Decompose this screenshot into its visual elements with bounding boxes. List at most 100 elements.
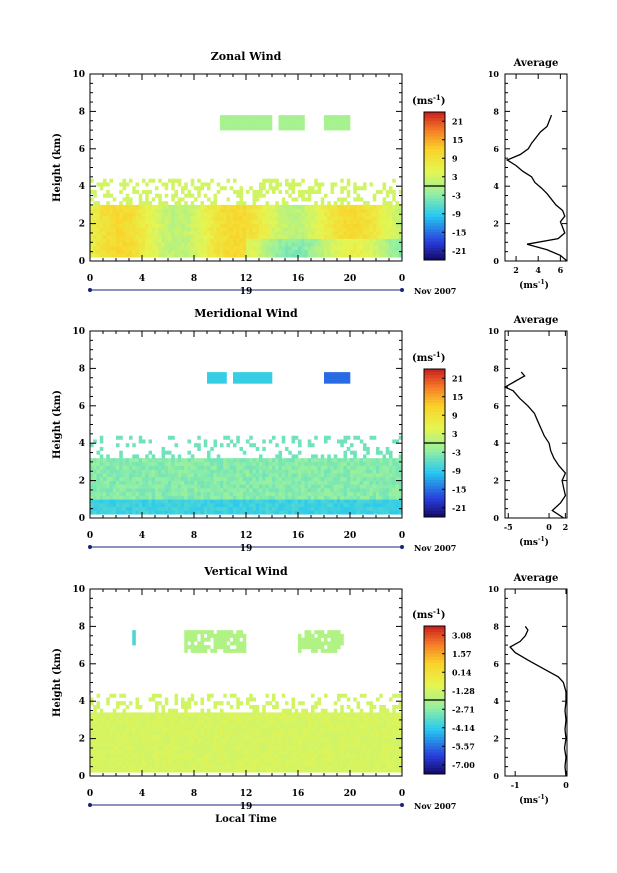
heatmap-cell: [275, 716, 279, 721]
heatmap-cell: [385, 219, 390, 224]
heatmap-cell: [207, 204, 211, 209]
heatmap-cell: [164, 495, 169, 500]
heatmap-cell: [392, 227, 396, 232]
heatmap-cell: [155, 742, 159, 747]
heatmap-cell: [265, 738, 270, 743]
heatmap-cell: [385, 249, 390, 254]
heatmap-cell: [376, 204, 380, 209]
heatmap-cell: [125, 495, 130, 500]
heatmap-cell: [353, 223, 357, 228]
heatmap-cell: [226, 731, 231, 736]
heatmap-cell: [151, 488, 156, 493]
heatmap-cell: [307, 465, 312, 470]
heatmap-cell: [177, 234, 182, 239]
heatmap-cell: [109, 719, 114, 724]
heatmap-cell: [138, 238, 143, 243]
heatmap-cell: [116, 764, 120, 769]
heatmap-cell: [272, 465, 276, 470]
heatmap-cell: [291, 122, 296, 127]
heatmap-cell: [255, 458, 260, 463]
heatmap-cell: [187, 461, 192, 466]
average-y-tick-label: 2: [493, 476, 499, 486]
heatmap-cell: [109, 716, 114, 721]
heatmap-cell: [135, 182, 140, 187]
heatmap-cell: [389, 458, 393, 463]
heatmap-cell: [311, 249, 315, 254]
heatmap-cell: [151, 731, 156, 736]
heatmap-cell: [148, 495, 153, 500]
heatmap-cell: [236, 506, 240, 511]
heatmap-cell: [164, 227, 169, 232]
heatmap-cell: [246, 216, 250, 221]
heatmap-cell: [301, 178, 305, 183]
heatmap-cell: [216, 216, 221, 221]
colorbar-segment: [424, 216, 445, 221]
heatmap-cell: [311, 231, 315, 236]
heatmap-cell: [116, 223, 120, 228]
heatmap-cell: [272, 238, 276, 243]
heatmap-cell: [317, 499, 322, 504]
colorbar-segment: [424, 433, 445, 438]
heatmap-cell: [151, 480, 156, 485]
heatmap-cell: [184, 499, 188, 504]
heatmap-cell: [259, 731, 263, 736]
heatmap-cell: [197, 465, 201, 470]
heatmap-cell: [116, 746, 120, 751]
heatmap-cell: [320, 216, 325, 221]
heatmap-cell: [168, 708, 172, 713]
heatmap-cell: [181, 712, 185, 717]
heatmap-cell: [223, 372, 227, 377]
heatmap-cell: [151, 469, 156, 474]
heatmap-cell: [142, 731, 146, 736]
heatmap-cell: [337, 469, 341, 474]
heatmap-cell: [281, 197, 286, 202]
heatmap-cell: [213, 223, 218, 228]
heatmap-cell: [184, 216, 188, 221]
colorbar-segment: [424, 198, 445, 202]
heatmap-cell: [259, 480, 263, 485]
heatmap-cell: [265, 476, 270, 481]
heatmap-cell: [324, 253, 328, 258]
heatmap-cell: [161, 749, 166, 754]
heatmap-cell: [200, 637, 205, 642]
heatmap-cell: [246, 712, 250, 717]
heatmap-cell: [366, 473, 370, 478]
heatmap-cell: [213, 727, 218, 732]
heatmap-cell: [116, 234, 120, 239]
heatmap-cell: [216, 234, 221, 239]
heatmap-cell: [285, 757, 289, 762]
heatmap-cell: [151, 458, 156, 463]
heatmap-cell: [307, 443, 312, 448]
heatmap-cell: [376, 491, 380, 496]
heatmap-cell: [132, 216, 136, 221]
heatmap-cell: [294, 126, 299, 131]
heatmap-cell: [213, 216, 218, 221]
heatmap-cell: [190, 761, 195, 766]
heatmap-cell: [190, 238, 195, 243]
average-frame: [504, 73, 568, 262]
heatmap-cell: [242, 637, 247, 642]
heatmap-cell: [233, 480, 237, 485]
heatmap-cell: [275, 749, 279, 754]
heatmap-cell: [119, 503, 123, 508]
heatmap-cell: [333, 491, 338, 496]
heatmap-cell: [246, 753, 250, 758]
heatmap-cell: [135, 503, 140, 508]
heatmap-cell: [155, 480, 159, 485]
heatmap-cell: [135, 216, 140, 221]
heatmap-cell: [236, 231, 240, 236]
heatmap-cell: [259, 454, 263, 459]
heatmap-cell: [203, 219, 208, 224]
heatmap-cell: [324, 473, 328, 478]
heatmap-cell: [106, 253, 110, 258]
heatmap-cell: [158, 768, 162, 773]
heatmap-cell: [216, 746, 221, 751]
heatmap-cell: [145, 480, 149, 485]
heatmap-cell: [119, 712, 123, 717]
heatmap-cell: [223, 476, 227, 481]
heatmap-cell: [106, 201, 110, 206]
heatmap-cell: [109, 461, 114, 466]
heatmap-cell: [379, 227, 383, 232]
heatmap-cell: [346, 375, 351, 380]
